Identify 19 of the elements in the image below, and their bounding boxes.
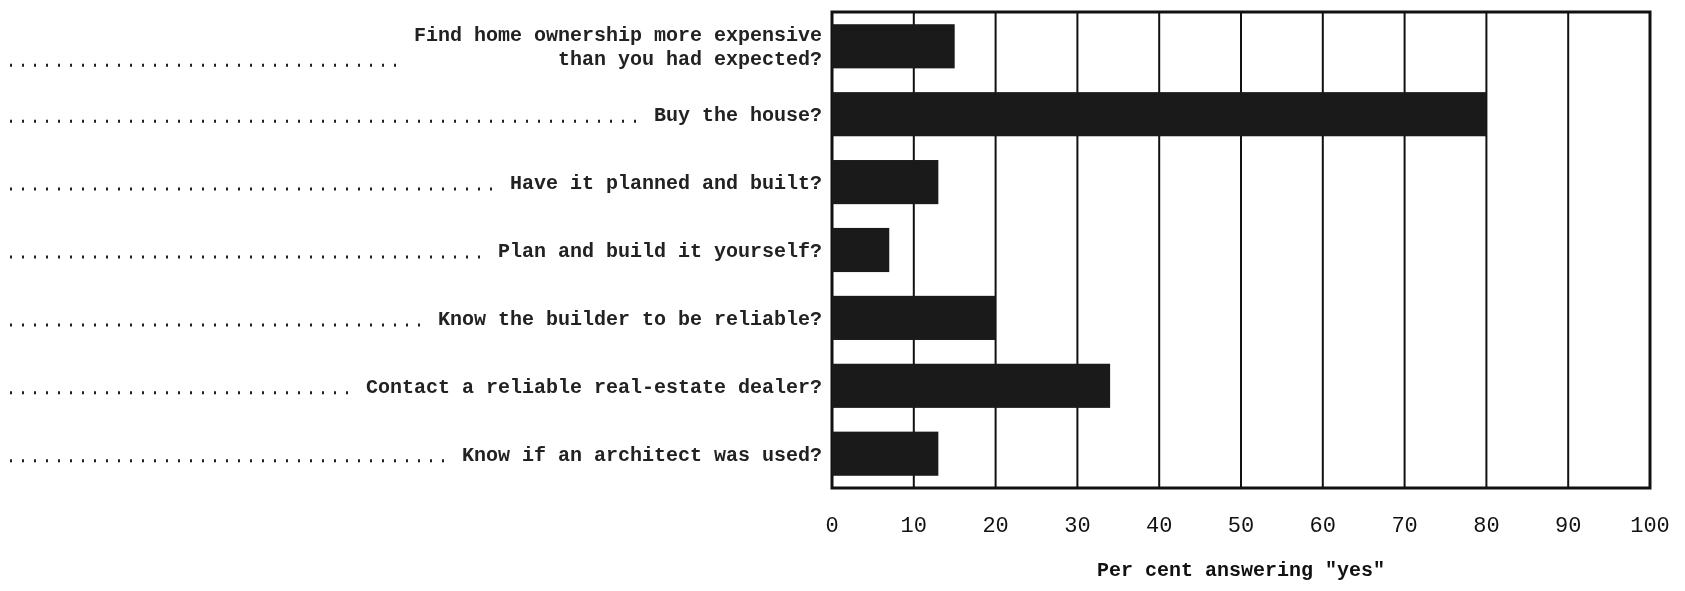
y-tick-label: Buy the house? [653,104,822,128]
x-tick-label: 90 [1555,514,1582,539]
y-tick-label: Contact a reliable real-estate dealer? [365,375,822,399]
x-tick-label: 60 [1309,514,1336,539]
x-tick-label: 100 [1630,514,1670,539]
y-tick-label: Plan and build it yourself? [497,240,822,263]
x-axis-title: Per cent answering "yes" [1096,559,1386,582]
x-tick-label: 70 [1391,514,1418,539]
y-tick-label: Know the builder to be reliable? [437,307,822,331]
y-tick-label: Have it planned and built? [509,172,822,196]
y-tick-label: Know if an architect was used? [461,443,822,467]
x-tick-label: 30 [1064,514,1091,539]
x-tick-label: 20 [982,514,1009,539]
y-tick-label: Find home ownership more expensive than you had expected? [413,24,822,72]
x-tick-label: 10 [900,514,927,539]
x-tick-label: 80 [1473,514,1500,539]
x-tick-label: 40 [1146,514,1173,539]
x-tick-label: 50 [1227,514,1255,539]
x-tick-label: 0 [825,514,839,539]
